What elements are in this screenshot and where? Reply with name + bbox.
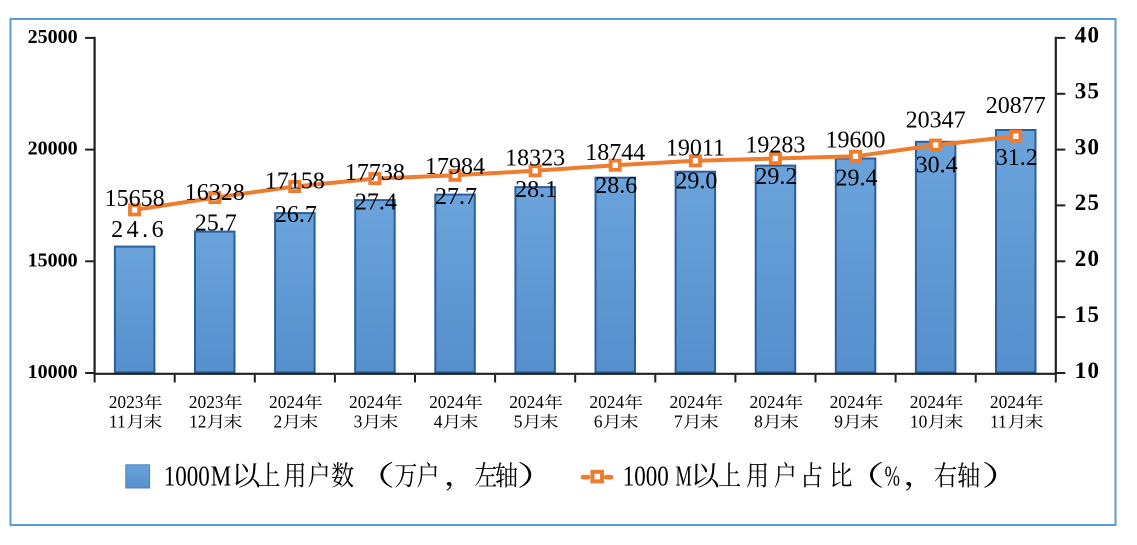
svg-text:3: 3 xyxy=(354,411,363,431)
svg-text:30.4: 30.4 xyxy=(916,153,958,179)
svg-text:8: 8 xyxy=(754,411,763,431)
svg-text:28.1: 28.1 xyxy=(515,177,557,203)
svg-text:11: 11 xyxy=(109,411,126,431)
svg-text:4: 4 xyxy=(434,411,443,431)
svg-text:1000: 1000 xyxy=(164,460,210,492)
svg-text:15: 15 xyxy=(1075,302,1100,327)
svg-text:1000: 1000 xyxy=(623,460,669,492)
svg-text:18744: 18744 xyxy=(585,140,645,166)
svg-text:16328: 16328 xyxy=(185,180,245,206)
svg-text:27.7: 27.7 xyxy=(435,184,477,210)
svg-text:29.2: 29.2 xyxy=(755,164,797,190)
svg-text:24.6: 24.6 xyxy=(111,217,167,243)
svg-text:30: 30 xyxy=(1075,134,1100,159)
svg-text:9: 9 xyxy=(834,411,843,431)
svg-text:2: 2 xyxy=(274,411,283,431)
svg-text:19283: 19283 xyxy=(745,132,805,158)
svg-text:31.2: 31.2 xyxy=(996,145,1038,171)
svg-text:15658: 15658 xyxy=(105,186,165,212)
svg-text:19600: 19600 xyxy=(826,127,886,153)
svg-text:28.6: 28.6 xyxy=(595,173,637,199)
svg-text:2024: 2024 xyxy=(910,392,945,412)
svg-text:5: 5 xyxy=(514,411,523,431)
svg-text:29.4: 29.4 xyxy=(836,165,878,191)
svg-text:2023: 2023 xyxy=(109,392,144,412)
svg-text:20: 20 xyxy=(1075,246,1100,271)
svg-text:2024: 2024 xyxy=(750,392,785,412)
svg-text:6: 6 xyxy=(594,411,603,431)
svg-text:%: % xyxy=(885,460,900,492)
svg-text:17738: 17738 xyxy=(345,160,405,186)
svg-text:2024: 2024 xyxy=(509,392,544,412)
svg-text:2024: 2024 xyxy=(670,392,705,412)
svg-text:2024: 2024 xyxy=(349,392,384,412)
svg-text:25.7: 25.7 xyxy=(195,211,237,237)
svg-text:20347: 20347 xyxy=(906,108,966,134)
svg-text:20000: 20000 xyxy=(28,138,78,160)
svg-text:20877: 20877 xyxy=(986,93,1046,119)
svg-text:2024: 2024 xyxy=(830,392,865,412)
svg-text:25000: 25000 xyxy=(28,26,78,48)
svg-text:26.7: 26.7 xyxy=(275,202,317,228)
svg-text:7: 7 xyxy=(674,411,683,431)
svg-text:10000: 10000 xyxy=(28,361,78,383)
svg-text:10: 10 xyxy=(1075,358,1100,383)
svg-text:15000: 15000 xyxy=(28,249,78,271)
svg-text:25: 25 xyxy=(1075,190,1100,215)
svg-text:M: M xyxy=(211,460,231,492)
svg-text:18323: 18323 xyxy=(505,145,565,171)
svg-text:40: 40 xyxy=(1075,23,1100,48)
svg-text:2024: 2024 xyxy=(589,392,624,412)
svg-text:11: 11 xyxy=(990,411,1007,431)
svg-text:2024: 2024 xyxy=(429,392,464,412)
svg-text:17158: 17158 xyxy=(265,168,325,194)
svg-text:35: 35 xyxy=(1075,79,1100,104)
svg-text:19011: 19011 xyxy=(666,136,725,162)
svg-text:M: M xyxy=(676,460,692,492)
svg-text:29.0: 29.0 xyxy=(675,169,717,195)
svg-text:17984: 17984 xyxy=(425,154,485,180)
svg-text:12: 12 xyxy=(189,411,206,431)
svg-text:2023: 2023 xyxy=(189,392,224,412)
svg-text:2024: 2024 xyxy=(990,392,1025,412)
svg-text:10: 10 xyxy=(910,411,928,431)
svg-text:27.4: 27.4 xyxy=(355,189,397,215)
svg-text:2024: 2024 xyxy=(269,392,304,412)
